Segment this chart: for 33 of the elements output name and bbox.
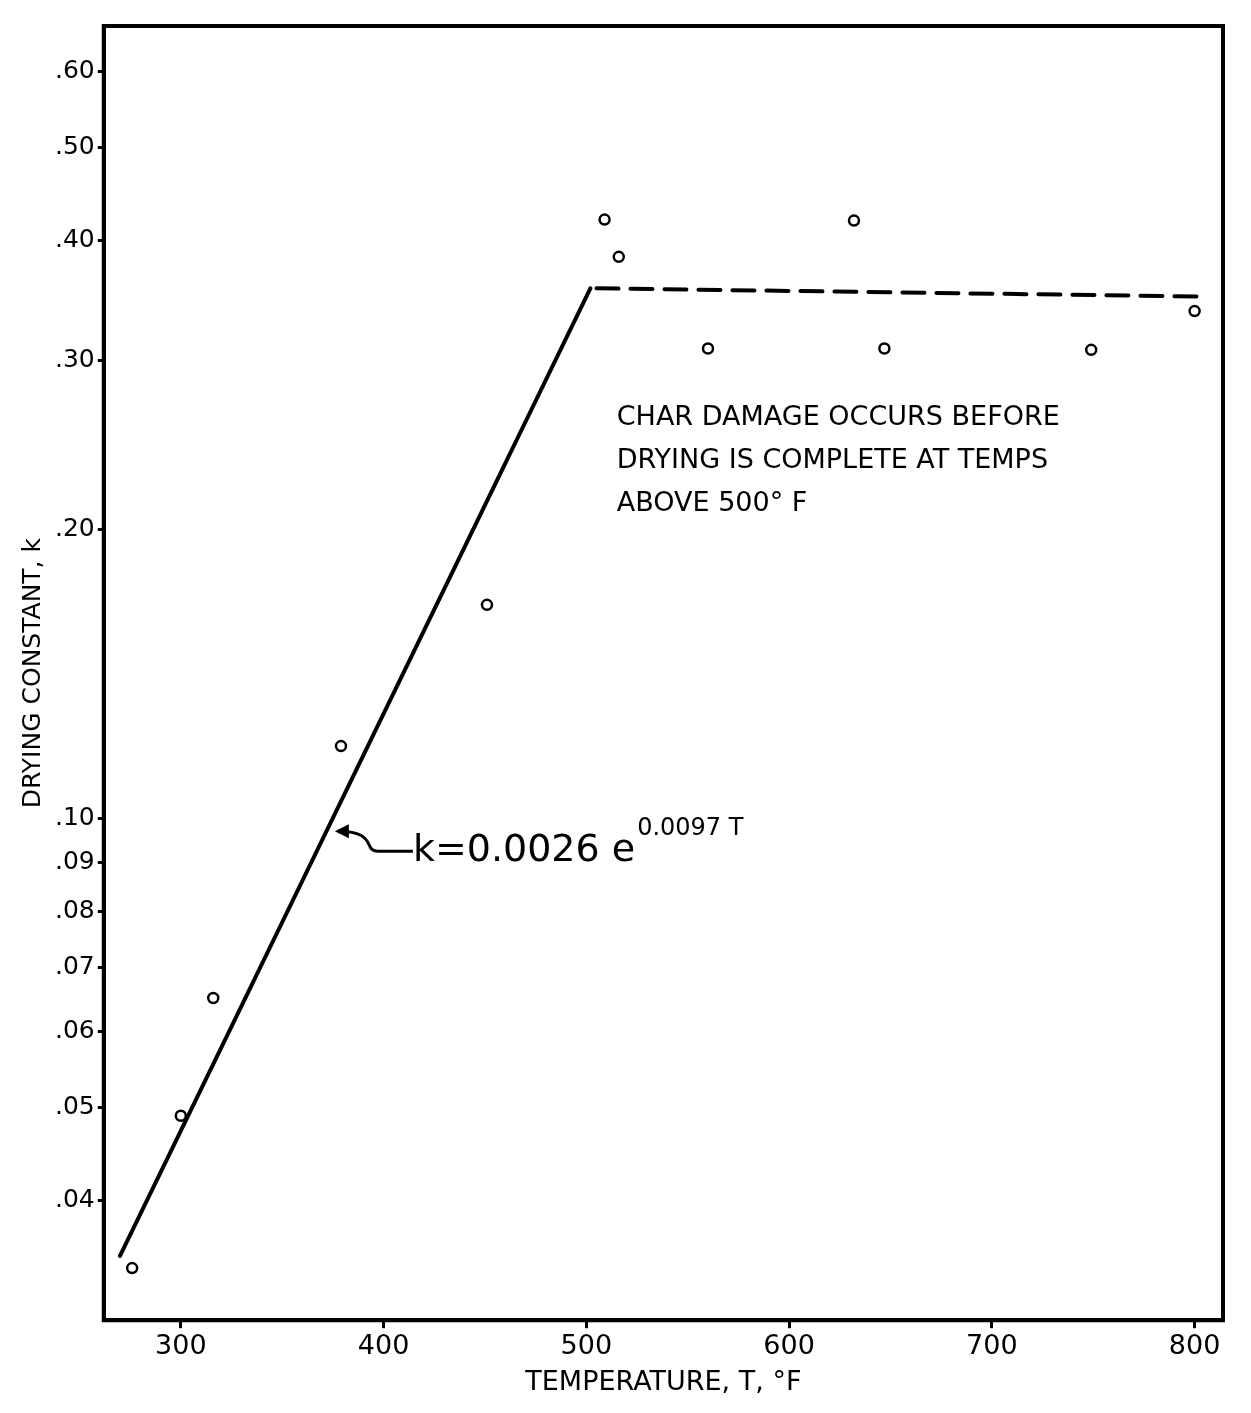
point [334, 739, 348, 753]
y-tick-label: .07 [54, 950, 95, 980]
point [612, 250, 626, 264]
x-axis-title: TEMPERATURE, T, °F [524, 1364, 802, 1396]
x-tick-label: 400 [357, 1329, 410, 1361]
y-tick-label: .06 [54, 1014, 95, 1044]
point [174, 1109, 188, 1123]
annotation: CHAR DAMAGE OCCURS BEFORE DRYING IS COMPLETE AT TEMPS ABOVE 500° F [616, 399, 1060, 517]
point [701, 342, 715, 355]
point [1188, 304, 1201, 318]
y-tick-label: .30 [54, 344, 95, 374]
point [207, 991, 220, 1005]
y-axis-title: DRYING CONSTANT, k [16, 537, 46, 809]
y-tick-label: .08 [54, 895, 95, 925]
point [480, 598, 494, 612]
x-tick-label: 800 [1168, 1329, 1221, 1361]
point [847, 214, 861, 227]
y-tick-label: .09 [54, 845, 95, 875]
y-tick-label: .10 [54, 802, 95, 832]
y-tick-label: .05 [54, 1090, 95, 1120]
y-tick-label: .04 [54, 1183, 95, 1213]
y-tick-label: .40 [54, 224, 95, 254]
x-tick-label: 300 [155, 1329, 207, 1361]
x-tick-label: 600 [763, 1329, 815, 1361]
point [598, 213, 611, 226]
point [1084, 343, 1098, 357]
point [125, 1261, 139, 1275]
y-tick-label: .60 [54, 55, 95, 85]
x-tick-label: 700 [966, 1329, 1018, 1361]
y-tick-label: .20 [54, 513, 95, 543]
point [878, 342, 891, 355]
x-tick-label: 500 [560, 1329, 613, 1361]
y-tick-label: .50 [54, 131, 95, 161]
